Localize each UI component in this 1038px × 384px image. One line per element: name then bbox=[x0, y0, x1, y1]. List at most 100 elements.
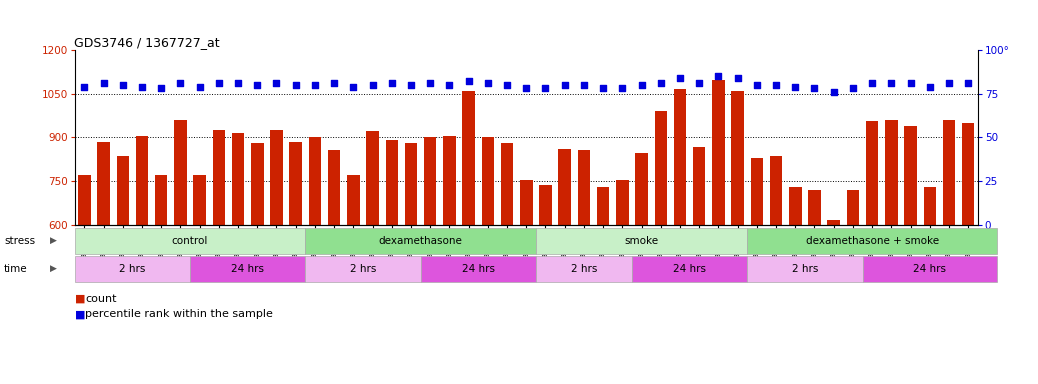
Bar bbox=[136, 136, 148, 384]
Bar bbox=[943, 120, 955, 384]
Text: percentile rank within the sample: percentile rank within the sample bbox=[85, 310, 273, 319]
Bar bbox=[924, 187, 936, 384]
Bar bbox=[789, 187, 801, 384]
Bar bbox=[251, 143, 264, 384]
Bar bbox=[536, 228, 747, 254]
Point bbox=[345, 84, 361, 90]
Text: 2 hrs: 2 hrs bbox=[350, 264, 376, 274]
Point bbox=[288, 82, 304, 88]
Bar bbox=[597, 187, 609, 384]
Bar bbox=[193, 175, 206, 384]
Point bbox=[845, 85, 862, 91]
Point bbox=[76, 84, 92, 90]
Bar bbox=[866, 121, 878, 384]
Bar bbox=[827, 220, 840, 384]
Point bbox=[229, 80, 246, 86]
Point bbox=[538, 85, 554, 91]
Text: 2 hrs: 2 hrs bbox=[571, 264, 597, 274]
Bar bbox=[482, 137, 494, 384]
Bar bbox=[885, 120, 898, 384]
Point bbox=[787, 84, 803, 90]
Bar bbox=[732, 91, 744, 384]
Bar bbox=[558, 149, 571, 384]
Point bbox=[730, 75, 746, 81]
Bar bbox=[290, 142, 302, 384]
Point bbox=[364, 82, 381, 88]
Point bbox=[383, 80, 400, 86]
Point bbox=[191, 84, 208, 90]
Bar bbox=[617, 179, 629, 384]
Point bbox=[441, 82, 458, 88]
Text: ▶: ▶ bbox=[50, 264, 57, 273]
Text: dexamethasone + smoke: dexamethasone + smoke bbox=[805, 236, 938, 246]
Point bbox=[421, 80, 438, 86]
Bar bbox=[712, 81, 725, 384]
Point bbox=[691, 80, 708, 86]
Point bbox=[153, 85, 169, 91]
Bar bbox=[424, 137, 436, 384]
Bar bbox=[863, 256, 998, 282]
Point bbox=[134, 84, 151, 90]
Point bbox=[807, 85, 823, 91]
Bar bbox=[366, 131, 379, 384]
Bar bbox=[308, 137, 321, 384]
Bar bbox=[809, 190, 821, 384]
Text: smoke: smoke bbox=[625, 236, 659, 246]
Bar bbox=[231, 133, 244, 384]
Point bbox=[960, 80, 977, 86]
Bar bbox=[347, 175, 359, 384]
Bar bbox=[190, 256, 305, 282]
Bar bbox=[443, 136, 456, 384]
Bar bbox=[98, 142, 110, 384]
Point bbox=[633, 82, 650, 88]
Text: time: time bbox=[4, 264, 28, 274]
Text: control: control bbox=[172, 236, 209, 246]
Bar bbox=[174, 120, 187, 384]
Point bbox=[556, 82, 573, 88]
Bar bbox=[213, 130, 225, 384]
Bar bbox=[539, 185, 552, 384]
Text: ■: ■ bbox=[75, 310, 85, 319]
Point bbox=[95, 80, 112, 86]
Bar bbox=[405, 143, 417, 384]
Point bbox=[114, 82, 131, 88]
Bar bbox=[747, 256, 863, 282]
Bar bbox=[904, 126, 917, 384]
Point bbox=[922, 84, 938, 90]
Point bbox=[748, 82, 765, 88]
Point bbox=[595, 85, 611, 91]
Bar bbox=[78, 175, 90, 384]
Text: count: count bbox=[85, 294, 116, 304]
Point bbox=[249, 82, 266, 88]
Point bbox=[864, 80, 880, 86]
Bar bbox=[155, 175, 167, 384]
Point bbox=[306, 82, 323, 88]
Text: 24 hrs: 24 hrs bbox=[462, 264, 495, 274]
Text: dexamethasone: dexamethasone bbox=[379, 236, 463, 246]
Point bbox=[883, 80, 900, 86]
Bar bbox=[305, 228, 536, 254]
Bar bbox=[270, 130, 282, 384]
Point bbox=[672, 75, 688, 81]
Bar bbox=[385, 140, 398, 384]
Text: ▶: ▶ bbox=[50, 236, 57, 245]
Bar bbox=[770, 156, 783, 384]
Bar bbox=[578, 151, 591, 384]
Bar bbox=[750, 158, 763, 384]
Point bbox=[653, 80, 670, 86]
Point bbox=[825, 89, 842, 95]
Bar bbox=[520, 179, 532, 384]
Bar bbox=[962, 123, 975, 384]
Text: GDS3746 / 1367727_at: GDS3746 / 1367727_at bbox=[74, 36, 219, 49]
Bar bbox=[632, 256, 747, 282]
Point bbox=[768, 82, 785, 88]
Point bbox=[403, 82, 419, 88]
Bar bbox=[462, 91, 474, 384]
Text: 24 hrs: 24 hrs bbox=[913, 264, 947, 274]
Point bbox=[480, 80, 496, 86]
Bar bbox=[655, 111, 667, 384]
Bar bbox=[693, 147, 706, 384]
Point bbox=[211, 80, 227, 86]
Text: ■: ■ bbox=[75, 294, 85, 304]
Bar bbox=[747, 228, 998, 254]
